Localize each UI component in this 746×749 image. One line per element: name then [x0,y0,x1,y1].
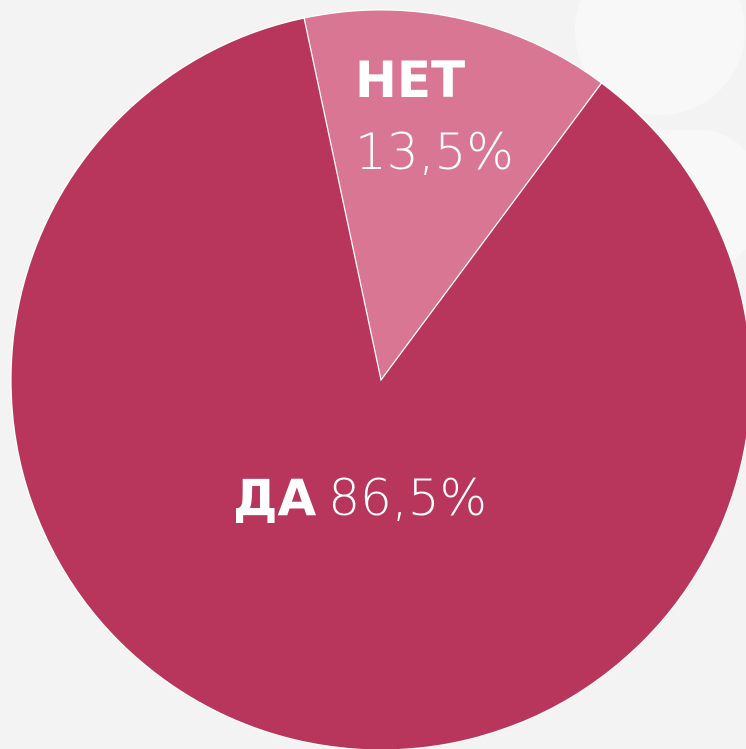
value-label: 86,5% [328,469,487,527]
labels: НЕТ 13,5% ДА 86,5% [233,51,514,527]
slice-label: НЕТ [355,51,465,109]
pie [10,9,746,749]
value-label: 13,5% [355,123,514,181]
pie-slice [303,9,603,382]
pie-slice [10,17,746,749]
slice-label: ДА [233,469,317,527]
slice-label-group: ДА 86,5% [233,469,487,527]
decor [575,0,745,115]
